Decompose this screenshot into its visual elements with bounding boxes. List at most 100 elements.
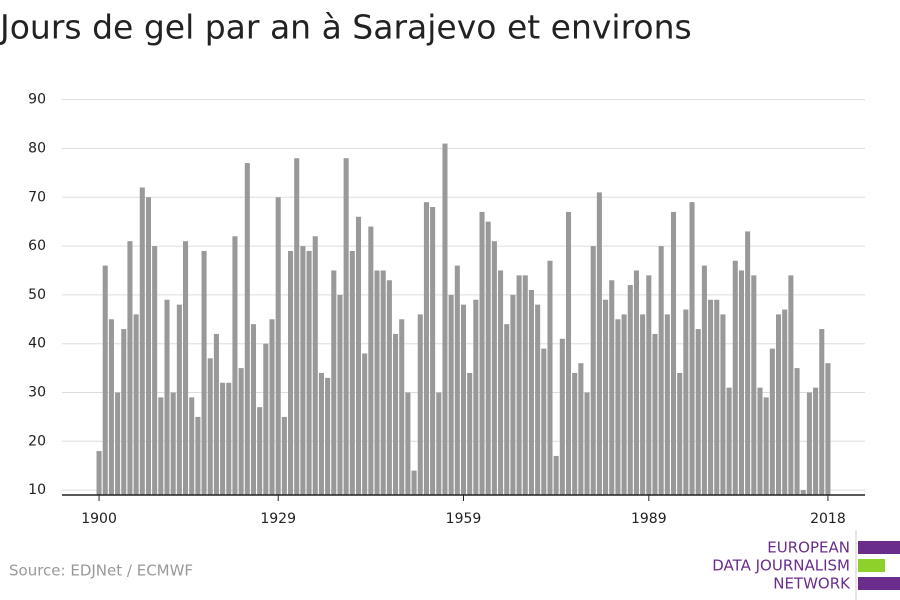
bar <box>263 343 269 495</box>
bar <box>646 275 652 495</box>
bar <box>232 236 238 496</box>
bar <box>726 387 732 495</box>
bar <box>633 270 639 495</box>
y-tick-label: 10 <box>28 482 46 498</box>
bar <box>751 275 757 495</box>
y-tick-label: 40 <box>28 336 46 352</box>
bar <box>250 324 257 495</box>
logo-bar <box>858 541 900 554</box>
bar <box>473 299 479 495</box>
bar <box>800 490 806 495</box>
bar <box>145 197 152 495</box>
y-tick-label: 90 <box>28 92 46 108</box>
bar <box>170 392 176 495</box>
bar <box>775 314 782 495</box>
bar <box>813 387 819 495</box>
y-tick-label: 20 <box>28 433 46 449</box>
bar <box>565 211 572 495</box>
y-tick-label: 80 <box>28 140 46 156</box>
bar <box>96 451 102 495</box>
logo-text: DATA JOURNALISM <box>712 557 850 575</box>
bar <box>393 333 399 495</box>
bar <box>609 280 615 495</box>
bar <box>806 392 812 495</box>
bar <box>331 270 337 495</box>
bar <box>738 270 744 495</box>
bar <box>158 397 164 495</box>
bar <box>207 358 213 495</box>
bar <box>652 333 658 495</box>
bar <box>670 211 677 495</box>
bar <box>621 314 627 495</box>
bar <box>355 216 362 496</box>
bar <box>436 392 442 495</box>
y-tick-label: 60 <box>28 238 46 254</box>
bar <box>714 299 720 495</box>
bar <box>257 407 263 495</box>
bar <box>522 275 528 495</box>
bar <box>708 299 714 495</box>
bar <box>516 275 522 495</box>
bar <box>269 319 275 495</box>
bar <box>349 250 355 495</box>
bar <box>288 250 294 495</box>
bar <box>127 241 133 495</box>
bar <box>442 143 448 496</box>
bar <box>183 241 189 495</box>
bar <box>819 329 825 495</box>
bar <box>386 280 392 495</box>
bar <box>430 207 436 495</box>
bar <box>133 314 139 495</box>
bar <box>485 221 491 495</box>
x-tick-label: 1929 <box>260 511 296 527</box>
bar <box>658 246 664 495</box>
bar <box>238 368 244 495</box>
bar <box>553 455 559 495</box>
bar <box>417 314 423 495</box>
bar <box>325 377 331 495</box>
bar <box>368 226 374 496</box>
bar <box>528 290 534 495</box>
chart-title: Jours de gel par an à Sarajevo et enviro… <box>0 8 692 47</box>
y-tick-label: 30 <box>28 385 46 401</box>
bar <box>343 158 349 495</box>
bar <box>454 265 460 495</box>
x-tick-label: 1959 <box>446 511 482 527</box>
bar <box>603 299 609 495</box>
bar <box>535 304 541 495</box>
bar <box>312 236 318 496</box>
bar <box>121 329 127 495</box>
bar <box>788 275 794 495</box>
y-tick-label: 50 <box>28 287 46 303</box>
bar <box>195 416 201 495</box>
bar <box>732 260 738 495</box>
bar <box>306 250 312 495</box>
bar <box>578 363 584 495</box>
bar <box>683 309 689 495</box>
bar <box>152 246 158 495</box>
bar <box>825 363 831 495</box>
bar <box>411 470 417 495</box>
bar <box>590 246 596 495</box>
bar <box>300 246 306 495</box>
logo-bar <box>858 559 885 572</box>
bar <box>294 158 300 495</box>
bar <box>337 294 343 495</box>
bar <box>281 416 287 495</box>
bar <box>504 324 510 495</box>
bar <box>584 392 590 495</box>
bar <box>405 392 411 495</box>
bar <box>479 211 485 495</box>
bar <box>615 319 621 495</box>
bar <box>460 304 467 495</box>
source: Source: EDJNet / ECMWF <box>9 562 193 580</box>
bar <box>720 314 726 495</box>
bar <box>362 353 368 495</box>
bar <box>510 294 516 495</box>
logo-bar <box>858 577 900 590</box>
bar <box>318 372 324 495</box>
bar <box>769 348 775 495</box>
bar <box>102 265 108 495</box>
bar <box>423 202 429 495</box>
